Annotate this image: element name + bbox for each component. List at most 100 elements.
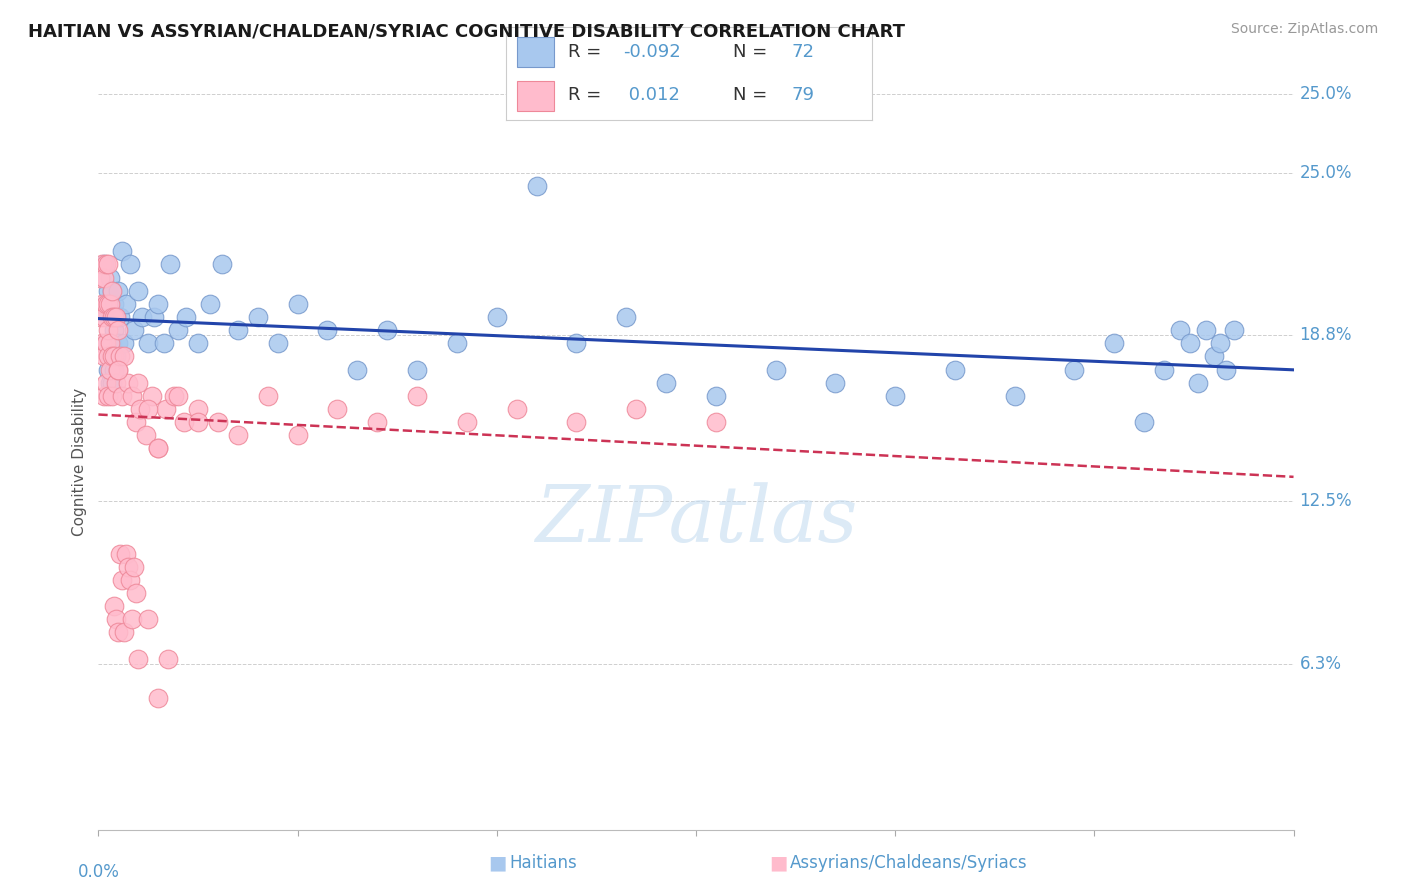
Point bbox=[105, 350, 128, 364]
Point bbox=[141, 389, 163, 403]
Point bbox=[316, 323, 339, 337]
Point bbox=[406, 389, 429, 403]
Point bbox=[655, 376, 678, 390]
Point bbox=[121, 389, 143, 403]
Point bbox=[111, 573, 134, 587]
Point bbox=[366, 415, 388, 429]
Point bbox=[96, 258, 118, 272]
Point bbox=[626, 402, 648, 417]
Point bbox=[1004, 389, 1026, 403]
Text: -0.092: -0.092 bbox=[623, 43, 681, 61]
FancyBboxPatch shape bbox=[517, 37, 554, 67]
Point bbox=[765, 362, 787, 376]
Point bbox=[105, 310, 128, 324]
Point bbox=[96, 336, 118, 351]
Point bbox=[110, 350, 132, 364]
Point bbox=[89, 310, 111, 324]
Point bbox=[1104, 336, 1126, 351]
Y-axis label: Cognitive Disability: Cognitive Disability bbox=[72, 387, 87, 536]
Text: N =: N = bbox=[733, 87, 773, 104]
Point bbox=[110, 547, 132, 561]
Point bbox=[101, 350, 124, 364]
Text: Source: ZipAtlas.com: Source: ZipAtlas.com bbox=[1230, 22, 1378, 37]
Point bbox=[127, 651, 149, 665]
Point bbox=[125, 586, 148, 600]
Point bbox=[346, 362, 368, 376]
Point bbox=[98, 310, 122, 324]
Point bbox=[101, 284, 124, 298]
Point bbox=[565, 415, 588, 429]
Point bbox=[107, 362, 129, 376]
Point bbox=[112, 625, 135, 640]
Point bbox=[97, 350, 120, 364]
Point bbox=[456, 415, 478, 429]
Point bbox=[167, 323, 190, 337]
Point bbox=[187, 415, 209, 429]
Point bbox=[91, 297, 114, 311]
Point bbox=[96, 376, 118, 390]
Point bbox=[115, 297, 138, 311]
Point bbox=[246, 310, 269, 324]
Point bbox=[93, 389, 115, 403]
Point bbox=[93, 258, 115, 272]
Point bbox=[153, 336, 176, 351]
Point bbox=[143, 310, 166, 324]
Point bbox=[148, 691, 170, 706]
Point bbox=[97, 297, 120, 311]
Text: R =: R = bbox=[568, 43, 607, 61]
Point bbox=[103, 323, 125, 337]
Point bbox=[148, 442, 170, 456]
Point bbox=[110, 310, 132, 324]
Point bbox=[163, 389, 186, 403]
Point bbox=[565, 336, 588, 351]
Point bbox=[157, 651, 180, 665]
Text: 79: 79 bbox=[792, 87, 814, 104]
Point bbox=[91, 336, 114, 351]
Point bbox=[93, 350, 115, 364]
Point bbox=[375, 323, 398, 337]
Point bbox=[101, 336, 124, 351]
Point bbox=[1133, 415, 1156, 429]
FancyBboxPatch shape bbox=[517, 81, 554, 111]
Point bbox=[103, 362, 125, 376]
Point bbox=[120, 258, 142, 272]
Point bbox=[267, 336, 290, 351]
Point bbox=[93, 270, 115, 285]
Point bbox=[136, 336, 159, 351]
Point bbox=[107, 362, 129, 376]
Point bbox=[124, 559, 146, 574]
Point bbox=[111, 244, 134, 259]
Point bbox=[148, 297, 170, 311]
Point bbox=[167, 389, 190, 403]
Point bbox=[824, 376, 846, 390]
Point bbox=[211, 258, 233, 272]
Point bbox=[96, 297, 118, 311]
Point bbox=[287, 297, 309, 311]
Point bbox=[107, 284, 129, 298]
Point bbox=[101, 310, 124, 324]
Text: 6.3%: 6.3% bbox=[1299, 655, 1341, 673]
Point bbox=[129, 402, 152, 417]
Text: 18.8%: 18.8% bbox=[1299, 326, 1353, 344]
Point bbox=[98, 270, 122, 285]
Text: 25.0%: 25.0% bbox=[1299, 163, 1353, 181]
Point bbox=[89, 270, 111, 285]
Point bbox=[526, 178, 548, 193]
Point bbox=[101, 376, 124, 390]
Point bbox=[1187, 376, 1209, 390]
Point bbox=[120, 573, 142, 587]
Text: 0.0%: 0.0% bbox=[77, 863, 120, 880]
Point bbox=[1153, 362, 1175, 376]
Point bbox=[136, 402, 159, 417]
Point bbox=[614, 310, 637, 324]
Point bbox=[1195, 323, 1218, 337]
Text: 72: 72 bbox=[792, 43, 814, 61]
Point bbox=[125, 415, 148, 429]
Point bbox=[124, 323, 146, 337]
Point bbox=[173, 415, 195, 429]
Point bbox=[101, 284, 124, 298]
Point bbox=[98, 297, 122, 311]
Point bbox=[485, 310, 508, 324]
Point bbox=[198, 297, 221, 311]
Point bbox=[943, 362, 966, 376]
